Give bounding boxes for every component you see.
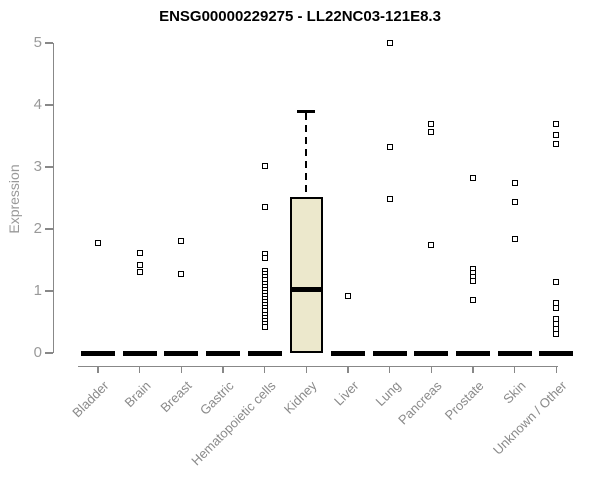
outlier-point (428, 129, 435, 136)
collapsed-boxplot (414, 350, 449, 356)
y-tick-label: 1 (33, 282, 42, 299)
collapsed-boxplot (81, 350, 115, 356)
collapsed-boxplot (122, 350, 157, 356)
y-axis-line (52, 43, 54, 353)
x-axis-line (78, 365, 558, 367)
x-axis-tick (305, 366, 308, 373)
chart-title: ENSG00000229275 - LL22NC03-121E8.3 (159, 8, 441, 25)
whisker-cap (297, 110, 316, 113)
outlier-point (261, 255, 268, 262)
y-axis-tick (45, 104, 53, 106)
collapsed-boxplot (164, 350, 199, 356)
outlier-point (136, 250, 143, 257)
collapsed-boxplot (372, 350, 407, 356)
outlier-point (553, 278, 560, 285)
outlier-point (428, 120, 435, 127)
x-axis-tick (472, 366, 474, 373)
outlier-point (553, 141, 560, 148)
y-axis-tick (45, 42, 53, 44)
outlier-point (511, 235, 518, 242)
x-axis-tick (513, 366, 516, 373)
y-axis-tick (45, 228, 53, 230)
outlier-point (553, 320, 560, 327)
outlier-point (553, 120, 560, 127)
outlier-point (261, 204, 268, 211)
y-tick-label: 3 (33, 158, 42, 175)
outlier-point (344, 292, 351, 299)
x-axis-tick (97, 366, 99, 373)
outlier-point (428, 242, 435, 249)
x-axis-tick (388, 366, 391, 373)
outlier-point (553, 131, 560, 138)
y-tick-label: 0 (33, 344, 42, 361)
y-axis-tick (45, 166, 53, 168)
y-tick-label: 2 (33, 220, 42, 237)
x-axis-tick (263, 366, 266, 373)
collapsed-boxplot (247, 350, 282, 356)
outlier-point (261, 162, 268, 169)
y-axis-tick (45, 290, 53, 292)
outlier-point (386, 40, 393, 46)
outlier-point (261, 323, 268, 330)
upper-whisker (305, 113, 308, 197)
outlier-point (178, 271, 185, 278)
y-axis-label: Expression (6, 164, 22, 234)
outlier-point (553, 304, 560, 311)
collapsed-boxplot (330, 350, 365, 356)
outlier-point (95, 239, 101, 246)
outlier-point (178, 238, 185, 245)
outlier-point (386, 143, 393, 150)
collapsed-boxplot (205, 350, 240, 356)
boxplot-box (289, 196, 323, 353)
collapsed-boxplot (497, 350, 532, 356)
outlier-point (511, 199, 518, 206)
x-axis-tick (180, 366, 183, 373)
outlier-point (553, 330, 560, 337)
x-axis-tick (430, 366, 433, 373)
outlier-point (511, 179, 518, 186)
outlier-point (469, 297, 476, 304)
median-line (289, 286, 323, 292)
outlier-point (136, 269, 143, 276)
outlier-point (386, 196, 393, 203)
outlier-point (469, 278, 476, 285)
outlier-point (136, 261, 143, 268)
outlier-point (469, 174, 476, 181)
x-axis-tick (138, 366, 141, 373)
x-axis-tick (222, 366, 224, 373)
x-axis-tick (347, 366, 349, 373)
collapsed-boxplot (455, 350, 490, 356)
y-tick-label: 5 (33, 34, 42, 51)
y-axis-tick (45, 352, 53, 354)
y-tick-label: 4 (33, 96, 42, 113)
x-axis-tick (555, 366, 557, 373)
collapsed-boxplot (539, 350, 574, 356)
